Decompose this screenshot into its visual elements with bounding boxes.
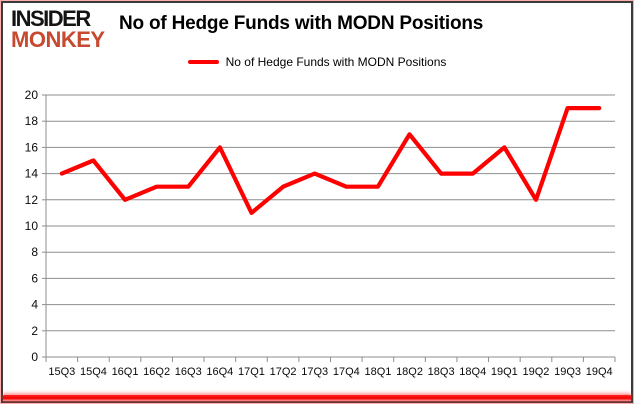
x-tick-label: 17Q1 — [238, 366, 265, 378]
logo-line-monkey: MONKEY — [11, 27, 105, 53]
legend: No of Hedge Funds with MODN Positions — [1, 55, 633, 69]
y-tick-label: 10 — [25, 219, 39, 233]
y-tick-label: 4 — [31, 298, 38, 312]
data-series-line — [59, 105, 602, 215]
y-tick-label: 6 — [31, 271, 38, 285]
x-tick-label: 19Q4 — [586, 366, 613, 378]
y-tick-label: 2 — [31, 324, 38, 338]
x-tick-label: 18Q4 — [459, 366, 486, 378]
x-tick-label: 18Q3 — [428, 366, 455, 378]
bottom-accent-bar — [3, 395, 631, 401]
y-tick-label: 18 — [25, 114, 39, 128]
page-title: No of Hedge Funds with MODN Positions — [119, 13, 484, 34]
x-tick-label: 18Q2 — [396, 366, 423, 378]
x-tick-label: 16Q4 — [206, 366, 233, 378]
x-tick-label: 15Q4 — [80, 366, 107, 378]
x-tick-label: 16Q2 — [143, 366, 170, 378]
y-tick-label: 8 — [31, 245, 38, 259]
x-tick-label: 19Q2 — [523, 366, 550, 378]
x-tick-label: 18Q1 — [364, 366, 391, 378]
y-tick-label: 14 — [25, 167, 39, 181]
y-tick-label: 0 — [31, 350, 38, 364]
x-tick-label: 17Q4 — [333, 366, 360, 378]
y-tick-label: 16 — [25, 140, 39, 154]
legend-line-swatch-icon — [187, 59, 219, 65]
x-tick-label: 19Q3 — [554, 366, 581, 378]
x-tick-label: 16Q1 — [112, 366, 139, 378]
x-tick-label: 17Q3 — [301, 366, 328, 378]
x-tick-label: 16Q3 — [175, 366, 202, 378]
legend-label: No of Hedge Funds with MODN Positions — [225, 55, 447, 69]
x-tick-label: 15Q3 — [48, 366, 75, 378]
x-tick-label: 19Q1 — [491, 366, 518, 378]
y-tick-label: 12 — [25, 193, 39, 207]
y-tick-label: 20 — [25, 88, 39, 102]
logo-line-insider: INSIDER — [11, 5, 91, 32]
insider-monkey-logo: INSIDER MONKEY — [11, 5, 105, 53]
x-tick-label: 17Q2 — [270, 366, 297, 378]
